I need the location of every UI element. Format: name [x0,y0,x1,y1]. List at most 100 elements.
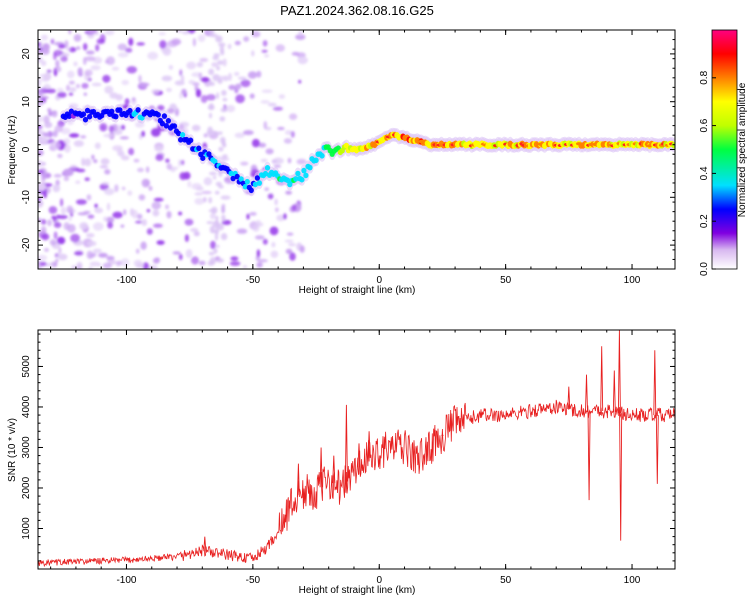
noise-blob [76,46,81,50]
noise-blob [68,133,80,138]
noise-blob [104,188,115,196]
noise-blob [251,31,261,38]
noise-blob [216,92,220,100]
noise-blob [215,35,223,43]
noise-blob [38,98,44,107]
noise-blob [221,90,227,96]
noise-blob [210,240,216,250]
noise-blob [115,260,123,265]
noise-blob [112,211,123,219]
noise-blob [289,113,298,120]
noise-blob [89,261,101,267]
snr-spike [203,536,207,552]
ridge-core-blob [262,170,269,177]
noise-blob [236,228,248,234]
ridge-core-blob [109,108,115,115]
noise-blob [298,79,302,84]
snr-spike [617,330,621,414]
noise-blob [181,88,187,95]
noise-blob [77,212,89,216]
noise-blob [86,30,98,34]
noise-blob [171,38,182,46]
noise-blob [57,253,68,261]
noise-blob [135,248,140,254]
noise-blob [38,89,42,98]
x-tick-label: 50 [500,275,512,286]
noise-blob [191,256,199,265]
noise-blob [125,47,133,53]
noise-blob [119,136,129,140]
noise-blob [295,34,306,40]
noise-blob [94,142,101,150]
noise-blob [261,89,273,93]
snr-spike [587,410,591,501]
noise-blob [50,38,55,45]
noise-blob [53,222,62,228]
noise-blob [60,127,71,135]
noise-blob [140,82,150,87]
x-tick-label: -50 [246,275,261,286]
noise-blob [94,207,103,214]
noise-blob [69,87,77,93]
noise-blob [88,266,93,269]
ridge-core-blob [87,113,93,120]
ridge-core-blob [295,170,301,177]
noise-blob [55,66,62,73]
colorbar-tick-label: 0.2 [699,214,710,228]
noise-blob [38,47,43,51]
noise-blob [208,30,215,36]
noise-blob [121,186,126,191]
noise-blob [111,66,120,71]
noise-blob [69,164,77,170]
noise-blob [95,44,100,52]
noise-blob [214,232,219,241]
noise-blob [127,190,133,196]
noise-blob [68,216,72,221]
noise-blob [47,219,52,227]
ridge-core-blob [307,164,313,171]
ridge-core-blob [335,145,341,151]
noise-blob [287,157,292,164]
noise-blob [184,218,194,226]
ridge-core-blob [301,167,307,174]
noise-blob [289,252,296,261]
colorbar-label: Normalized spectral amplitude [737,82,748,217]
ridge-core-blob [303,172,309,179]
noise-blob [273,157,284,165]
noise-blob [158,32,166,36]
noise-blob [285,190,292,195]
noise-blob [60,55,68,63]
snr-spike [296,463,300,497]
y-tick-label: 4000 [21,395,32,418]
noise-blob [227,43,232,50]
noise-blob [262,40,268,47]
noise-blob [178,159,181,167]
noise-blob [251,138,260,148]
noise-blob [184,234,189,243]
noise-blob [220,107,228,113]
noise-blob [40,34,49,41]
noise-blob [283,138,292,144]
y-tick-label: 10 [21,96,32,108]
noise-blob [148,186,153,191]
noise-blob [38,160,44,167]
noise-blob [290,131,295,138]
noise-blob [103,216,108,222]
noise-blob [138,194,146,201]
ridge-core-blob [161,113,167,119]
ridge-core-blob [188,137,194,144]
noise-blob [222,97,228,102]
noise-blob [38,56,43,63]
ridge-core-blob [165,118,171,124]
noise-blob [64,144,71,153]
snr-spike [612,370,616,413]
snr-ticks: -100 -50 0 50 100 1000 2000 3000 4000 5000 [21,330,675,586]
noise-blob [218,146,224,152]
noise-blob [166,108,175,114]
noise-blob [124,98,130,105]
ridge-core-blob [163,123,169,129]
noise-blob [256,70,262,78]
snr-spike [319,447,323,488]
noise-blob [68,92,74,96]
